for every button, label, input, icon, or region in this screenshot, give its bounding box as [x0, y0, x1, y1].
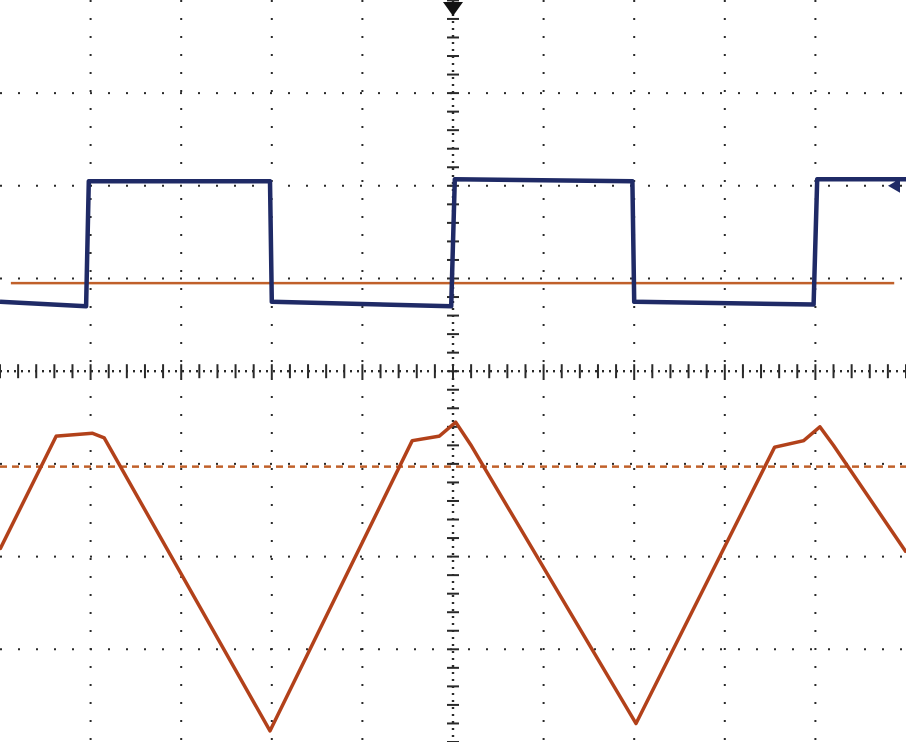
triangle-wave-point	[818, 425, 822, 429]
triangle-wave-point	[469, 444, 473, 447]
triangle-wave-point	[438, 434, 441, 438]
square-wave-point	[453, 178, 457, 181]
triangle-wave-point	[268, 729, 272, 733]
square-wave-point	[816, 178, 819, 181]
triangle-wave-point	[634, 722, 638, 725]
square-wave-point	[631, 179, 634, 183]
triangle-wave-point	[411, 439, 414, 442]
triangle-wave-point	[454, 420, 457, 424]
triangle-wave-point	[54, 434, 58, 438]
triangle-wave-point	[773, 446, 776, 449]
triangle-wave-point	[802, 439, 805, 442]
level-arrow-icon	[888, 178, 900, 193]
square-wave-point	[268, 179, 272, 183]
square-wave-point	[449, 305, 453, 308]
markers	[443, 2, 900, 193]
square-wave-point	[633, 300, 636, 303]
square-wave-point	[0, 300, 2, 303]
triangle-wave-point	[832, 444, 835, 447]
square-wave-point	[270, 300, 273, 303]
triangle-wave-point	[91, 432, 94, 435]
triangle-wave-point	[0, 547, 2, 551]
square-wave-point	[84, 305, 88, 308]
trigger-arrow-icon	[443, 2, 463, 16]
square-wave-point	[812, 303, 815, 306]
square-wave-point	[87, 179, 90, 183]
waveform-traces	[0, 177, 906, 733]
triangle-wave-point	[102, 436, 106, 440]
square-wave-trace	[0, 177, 906, 309]
